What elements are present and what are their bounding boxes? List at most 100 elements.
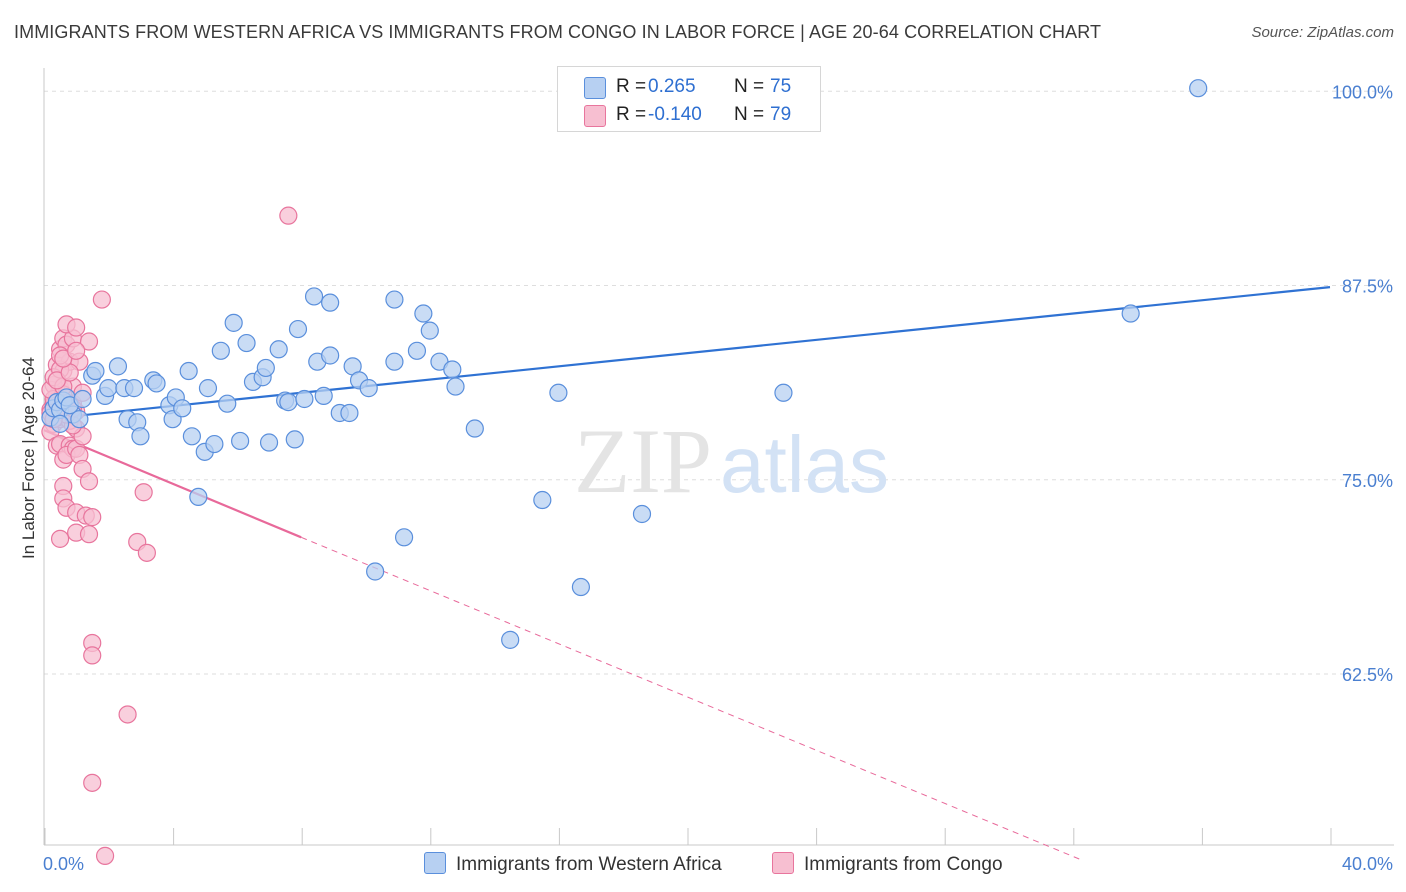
western-africa-point <box>394 528 414 547</box>
western-africa-point <box>385 352 404 371</box>
y-axis-label: In Labor Force | Age 20-64 <box>19 357 38 559</box>
western-africa-point <box>533 490 552 510</box>
western-africa-point <box>256 358 275 378</box>
stats-swatch-pink <box>584 105 606 127</box>
western-africa-point <box>211 341 230 360</box>
western-africa-point <box>147 374 166 393</box>
congo-point <box>83 773 102 792</box>
stats-r-value: -0.140 <box>648 104 702 125</box>
congo-point <box>118 705 137 724</box>
congo-point <box>95 846 115 865</box>
watermark-zip: ZIP <box>574 410 712 512</box>
western-africa-point <box>340 403 359 423</box>
congo-point <box>83 646 102 665</box>
western-africa-point <box>366 562 385 581</box>
western-africa-point <box>99 379 118 398</box>
stats-n-label: N = <box>734 104 765 125</box>
western-africa-point <box>314 386 333 405</box>
western-africa-point <box>359 379 378 398</box>
legend-label: Immigrants from Congo <box>804 854 1003 875</box>
western-africa-point <box>321 346 340 365</box>
y-tick-label: 87.5% <box>1342 277 1393 297</box>
western-africa-point <box>124 379 144 398</box>
western-africa-point <box>189 487 208 507</box>
western-africa-point <box>279 393 298 412</box>
western-africa-point <box>259 433 279 452</box>
western-africa-point <box>295 389 314 409</box>
stats-r-label: R = <box>616 104 647 125</box>
stats-r-label: R = <box>616 76 647 97</box>
congo-point <box>279 206 298 225</box>
congo-point <box>67 341 86 360</box>
western-africa-point <box>70 410 89 429</box>
legend-item-congo[interactable]: Immigrants from Congo <box>772 852 1003 878</box>
western-africa-point <box>86 361 105 381</box>
congo-trendline-extension <box>301 536 1080 860</box>
congo-point <box>79 472 99 491</box>
chart-title: IMMIGRANTS FROM WESTERN AFRICA VS IMMIGR… <box>14 22 1102 42</box>
western-africa-point <box>108 357 128 376</box>
western-africa-point <box>173 399 192 418</box>
western-africa-point <box>131 427 150 446</box>
y-tick-label: 75.0% <box>1342 471 1393 491</box>
y-tick-label: 100.0% <box>1332 82 1393 102</box>
x-tick-label-min: 0.0% <box>43 854 84 874</box>
congo-point <box>134 483 153 502</box>
congo-point <box>79 332 99 351</box>
congo-point <box>50 529 70 548</box>
stats-n-value: 75 <box>770 76 792 97</box>
watermark-atlas: atlas <box>720 420 889 509</box>
congo-point <box>92 290 111 309</box>
legend-swatch-pink <box>772 852 794 874</box>
western-africa-point <box>465 419 484 438</box>
stats-swatch-blue <box>584 77 606 99</box>
western-africa-point <box>182 427 201 446</box>
western-africa-point <box>407 341 427 360</box>
western-africa-point <box>632 504 652 524</box>
legend-item-western-africa[interactable]: Immigrants from Western Africa <box>424 852 722 878</box>
western-africa-point <box>1121 304 1140 323</box>
trend-layer <box>43 286 1331 860</box>
western-africa-point <box>224 313 243 332</box>
western-africa-point <box>304 287 324 306</box>
western-africa-point <box>446 377 465 396</box>
western-africa-point <box>571 577 591 597</box>
stats-row-congo: R = -0.140 N = 79 <box>558 101 820 129</box>
congo-point <box>137 543 156 562</box>
western-africa-point <box>321 293 340 312</box>
western-africa-trendline <box>43 286 1331 421</box>
western-africa-point <box>443 360 462 379</box>
congo-point <box>83 508 102 527</box>
western-africa-point <box>218 394 237 413</box>
congo-point <box>67 318 86 337</box>
stats-n-value: 79 <box>770 104 792 125</box>
stats-r-value: 0.265 <box>648 76 696 97</box>
western-africa-point <box>420 321 439 340</box>
watermark: ZIP atlas <box>574 410 889 512</box>
western-africa-point <box>288 319 308 339</box>
chart-source: Source: ZipAtlas.com <box>1251 24 1394 41</box>
western-africa-point <box>179 361 198 381</box>
y-tick-labels: 62.5% 75.0% 87.5% 100.0% <box>1332 82 1393 685</box>
western-africa-point <box>50 414 70 433</box>
western-africa-point <box>549 383 568 402</box>
western-africa-point <box>774 383 793 402</box>
western-africa-point <box>501 630 520 649</box>
axis-layer <box>43 68 1394 846</box>
correlation-stats-box: R = 0.265 N = 75 R = -0.140 N = 79 <box>557 66 821 132</box>
x-tick-label-max: 40.0% <box>1342 854 1393 874</box>
western-africa-point <box>269 340 288 359</box>
western-africa-point <box>198 379 218 398</box>
congo-trendline <box>43 429 302 539</box>
legend: Immigrants from Western Africa Immigrant… <box>0 850 1406 880</box>
western-africa-point <box>231 431 250 451</box>
point-layer <box>41 79 1208 865</box>
western-africa-point <box>1189 79 1208 98</box>
western-africa-point <box>73 389 92 409</box>
western-africa-point <box>385 290 404 309</box>
stats-row-western-africa: R = 0.265 N = 75 <box>558 73 820 101</box>
y-tick-label: 62.5% <box>1342 665 1393 685</box>
western-africa-point <box>237 333 256 353</box>
legend-swatch-blue <box>424 852 446 874</box>
